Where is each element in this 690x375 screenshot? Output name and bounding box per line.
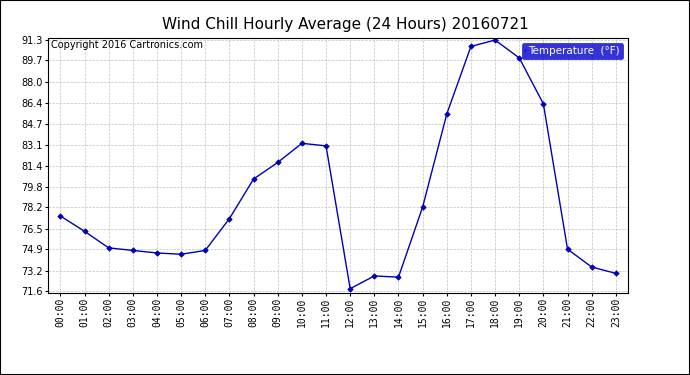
Text: Copyright 2016 Cartronics.com: Copyright 2016 Cartronics.com (51, 40, 203, 50)
Legend: Temperature  (°F): Temperature (°F) (522, 43, 622, 59)
Text: Wind Chill Hourly Average (24 Hours) 20160721: Wind Chill Hourly Average (24 Hours) 201… (161, 17, 529, 32)
